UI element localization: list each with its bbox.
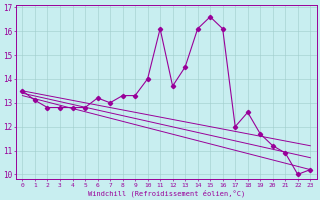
X-axis label: Windchill (Refroidissement éolien,°C): Windchill (Refroidissement éolien,°C) xyxy=(88,189,245,197)
